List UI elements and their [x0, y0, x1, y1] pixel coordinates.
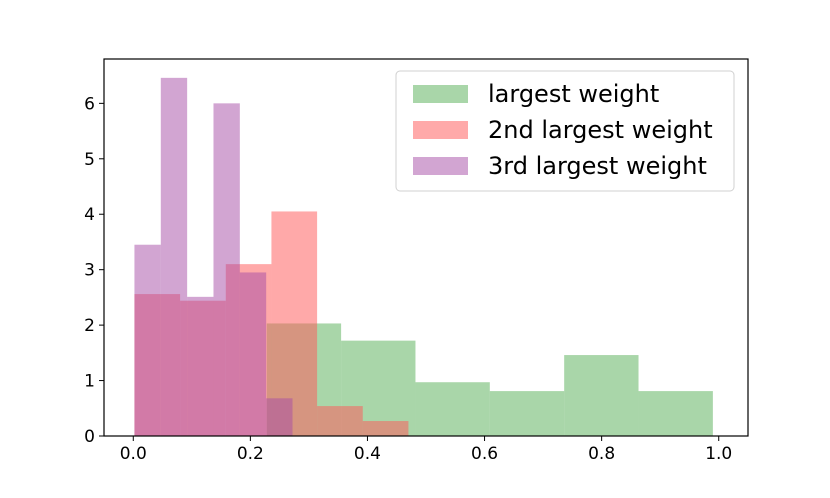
- legend-label: 2nd largest weight: [488, 116, 713, 144]
- y-axis: 0 1 2 3 4 5 6: [84, 94, 104, 447]
- x-axis: 0.0 0.2 0.4 0.6 0.8 1.0: [120, 436, 732, 464]
- x-tick-label: 0.4: [354, 444, 381, 464]
- y-tick-label: 4: [84, 205, 95, 225]
- histogram-bar-series-3-bin-3: [187, 296, 214, 436]
- y-tick-label: 2: [84, 316, 95, 336]
- histogram-bar-series-3-bin-4: [213, 103, 240, 437]
- y-tick-label: 1: [84, 372, 95, 392]
- x-tick-label: 1.0: [705, 444, 732, 464]
- plot-frame: [103, 58, 749, 437]
- histogram-bar-series-1-bin-6: [638, 391, 713, 436]
- legend-label: largest weight: [488, 80, 659, 108]
- legend: largest weight 2nd largest weight 3rd larg…: [395, 70, 735, 192]
- y-tick-label: 3: [84, 261, 95, 281]
- bars-layer: [134, 77, 713, 437]
- histogram-bar-series-3-bin-1: [134, 244, 161, 436]
- x-tick-label: 0.0: [120, 444, 147, 464]
- legend-swatch: [413, 157, 468, 175]
- histogram-bar-series-2-bin-5: [317, 406, 363, 436]
- legend-swatch: [413, 121, 468, 139]
- histogram-bar-series-1-bin-4: [489, 391, 565, 436]
- legend-swatch: [413, 85, 468, 103]
- x-tick-label: 0.2: [237, 444, 264, 464]
- legend-label: 3rd largest weight: [488, 152, 707, 180]
- legend-box: [395, 70, 735, 192]
- histogram-bar-series-1-bin-3: [415, 382, 490, 436]
- y-tick-label: 5: [84, 150, 95, 170]
- histogram-bar-series-1-bin-5: [564, 355, 639, 436]
- histogram-bar-series-2-bin-6: [362, 421, 409, 436]
- x-tick-label: 0.6: [471, 444, 498, 464]
- histogram-bar-series-3-bin-2: [160, 77, 188, 436]
- histogram-bar-series-3-bin-6: [266, 398, 293, 436]
- histogram-bar-series-3-bin-5: [239, 272, 267, 436]
- y-tick-label: 0: [84, 427, 95, 447]
- y-tick-label: 6: [84, 94, 95, 114]
- x-tick-label: 0.8: [588, 444, 615, 464]
